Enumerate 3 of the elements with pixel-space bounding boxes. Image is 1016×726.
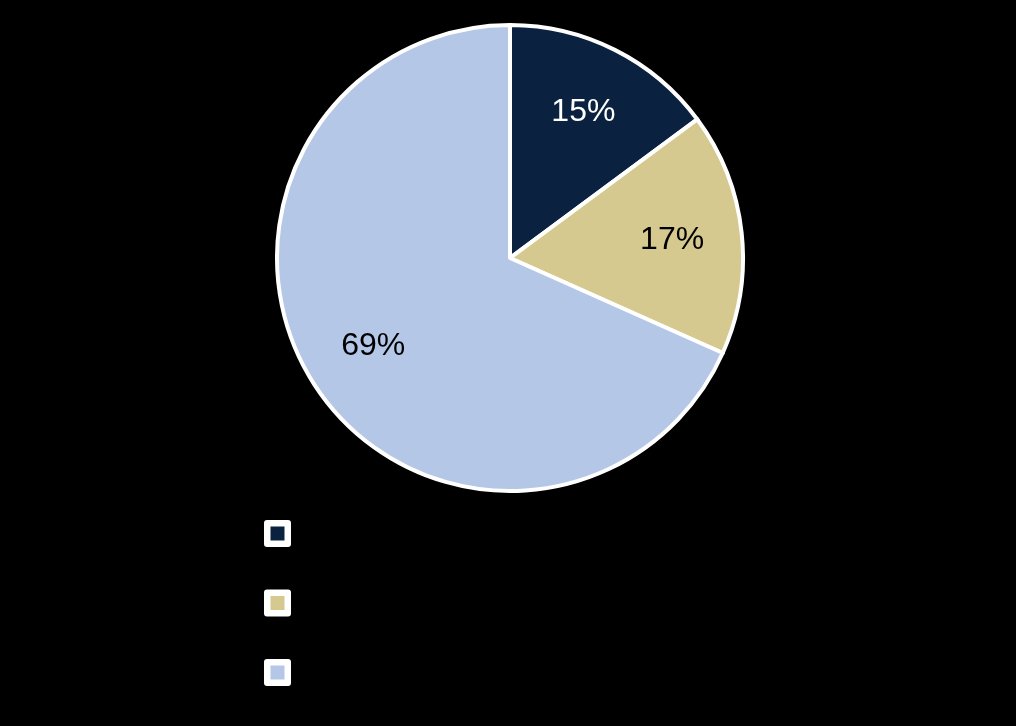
data-label: 69% <box>341 326 406 363</box>
data-label: 17% <box>640 219 705 256</box>
data-label: 15% <box>551 91 616 128</box>
